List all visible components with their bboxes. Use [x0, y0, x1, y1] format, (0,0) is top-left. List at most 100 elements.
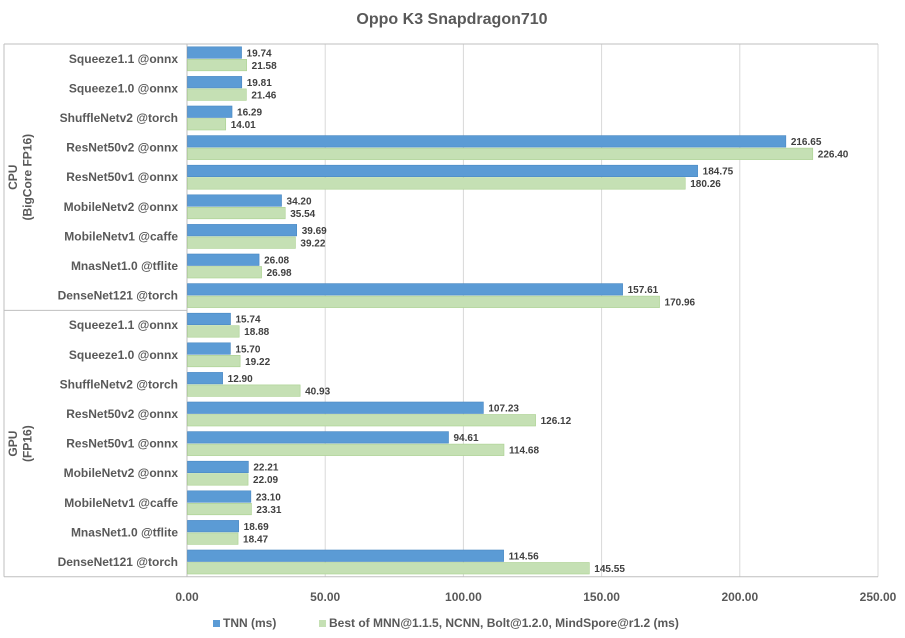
category-label: Squeeze1.1 @onnx: [69, 52, 178, 66]
legend-swatch-tnn: [213, 620, 220, 627]
bar-series-2: [187, 532, 239, 545]
data-label-series-1: 19.74: [247, 48, 272, 59]
category-label: Squeeze1.0 @onnx: [69, 348, 178, 362]
data-label-series-2: 40.93: [305, 386, 330, 397]
data-label-series-2: 19.22: [245, 357, 270, 368]
data-label-series-2: 18.47: [243, 534, 268, 545]
bar-series-1: [187, 194, 282, 207]
bar-series-1: [187, 342, 231, 355]
bar-series-2: [187, 266, 262, 279]
legend-label-tnn: TNN (ms): [223, 616, 276, 630]
bar-series-2: [187, 88, 247, 101]
bar-series-2: [187, 147, 814, 160]
bars: [187, 46, 814, 575]
legend-swatch-best-of: [319, 620, 326, 627]
bar-series-1: [187, 460, 249, 474]
data-label-series-2: 145.55: [594, 564, 625, 575]
group-label-line1: GPU: [6, 431, 20, 457]
bar-series-1: [187, 105, 233, 118]
category-label: Squeeze1.1 @onnx: [69, 318, 178, 332]
data-label-series-2: 126.12: [541, 416, 572, 427]
category-label: Squeeze1.0 @onnx: [69, 81, 178, 95]
category-label: ResNet50v1 @onnx: [66, 437, 178, 451]
bar-series-1: [187, 46, 242, 59]
category-label: MobileNetv2 @onnx: [64, 200, 179, 214]
bar-series-2: [187, 473, 249, 486]
category-label: ResNet50v2 @onnx: [66, 141, 178, 155]
category-label: ResNet50v1 @onnx: [66, 170, 178, 184]
data-label-series-2: 26.98: [267, 268, 292, 279]
data-label-series-2: 39.22: [300, 238, 325, 249]
bar-series-1: [187, 76, 243, 89]
data-label-series-1: 22.21: [253, 463, 278, 474]
bar-series-2: [187, 58, 247, 72]
data-label-series-1: 184.75: [703, 167, 734, 178]
data-label-series-2: 170.96: [665, 298, 696, 309]
bar-series-2: [187, 414, 536, 427]
x-tick-label: 250.00: [860, 590, 897, 604]
x-tick-label: 0.00: [175, 590, 199, 604]
data-label-series-1: 12.90: [228, 374, 253, 385]
data-label-series-2: 180.26: [690, 179, 721, 190]
data-label-series-1: 39.69: [302, 226, 327, 237]
bar-series-2: [187, 118, 227, 131]
data-label-series-1: 15.70: [235, 344, 260, 355]
data-label-series-1: 19.81: [247, 78, 272, 89]
data-label-series-1: 34.20: [287, 196, 312, 207]
bar-series-2: [187, 236, 296, 249]
category-label: MobileNetv1 @caffe: [64, 229, 178, 243]
data-label-series-1: 15.74: [236, 315, 261, 326]
bar-series-1: [187, 312, 231, 326]
bar-series-2: [187, 295, 660, 308]
data-label-series-1: 114.56: [509, 552, 539, 563]
bar-series-2: [187, 384, 301, 397]
bar-series-2: [187, 354, 241, 368]
bar-series-2: [187, 562, 590, 575]
data-label-series-1: 94.61: [454, 433, 479, 444]
data-label-series-2: 35.54: [290, 209, 315, 220]
data-label-series-1: 157.61: [628, 285, 659, 296]
category-label: DenseNet121 @torch: [58, 289, 178, 303]
legend-label-best-of: Best of MNN@1.1.5, NCNN, Bolt@1.2.0, Min…: [329, 616, 679, 630]
bar-series-1: [187, 490, 252, 503]
bar-series-2: [187, 207, 286, 220]
x-tick-label: 150.00: [583, 590, 620, 604]
bar-series-1: [187, 164, 698, 177]
bar-series-1: [187, 372, 223, 385]
axis-frame: [3, 43, 878, 578]
category-label: MnasNet1.0 @tflite: [71, 259, 178, 273]
x-tick-label: 50.00: [310, 590, 340, 604]
bar-series-1: [187, 283, 623, 296]
category-label: DenseNet121 @torch: [58, 555, 178, 569]
group-labels: CPU(BigCore FP16) GPU(FP16): [6, 134, 34, 462]
data-label-series-1: 16.29: [237, 108, 262, 119]
data-label-series-2: 22.09: [253, 475, 278, 486]
chart-title: Oppo K3 Snapdragon710: [356, 11, 547, 28]
category-label: ShuffleNetv2 @torch: [60, 111, 178, 125]
bar-series-2: [187, 443, 505, 456]
bar-series-1: [187, 431, 449, 444]
data-label-series-1: 216.65: [791, 137, 822, 148]
group-label-1: GPU(FP16): [6, 425, 34, 462]
data-label-series-2: 21.58: [252, 61, 277, 72]
data-label-series-2: 21.46: [251, 90, 276, 101]
group-label-line1: CPU: [6, 165, 20, 190]
bar-series-1: [187, 549, 504, 562]
data-label-series-2: 114.68: [509, 446, 539, 457]
data-label-series-2: 18.88: [244, 327, 269, 338]
x-tick-label: 100.00: [445, 590, 482, 604]
x-axis-tick-labels: 0.00 50.00 100.00 150.00 200.00 250.00: [175, 590, 896, 604]
category-label: MobileNetv1 @caffe: [64, 496, 178, 510]
category-label: ResNet50v2 @onnx: [66, 407, 178, 421]
bar-series-2: [187, 177, 686, 190]
category-label: ShuffleNetv2 @torch: [60, 377, 178, 391]
data-label-series-1: 107.23: [488, 404, 519, 415]
bar-series-1: [187, 253, 260, 266]
category-labels: Squeeze1.1 @onnx Squeeze1.0 @onnx ShuffleN…: [58, 52, 179, 569]
bar-series-2: [187, 325, 240, 338]
data-label-series-2: 14.01: [231, 120, 256, 131]
category-label: MobileNetv2 @onnx: [64, 466, 179, 480]
data-label-series-2: 23.31: [256, 505, 281, 516]
